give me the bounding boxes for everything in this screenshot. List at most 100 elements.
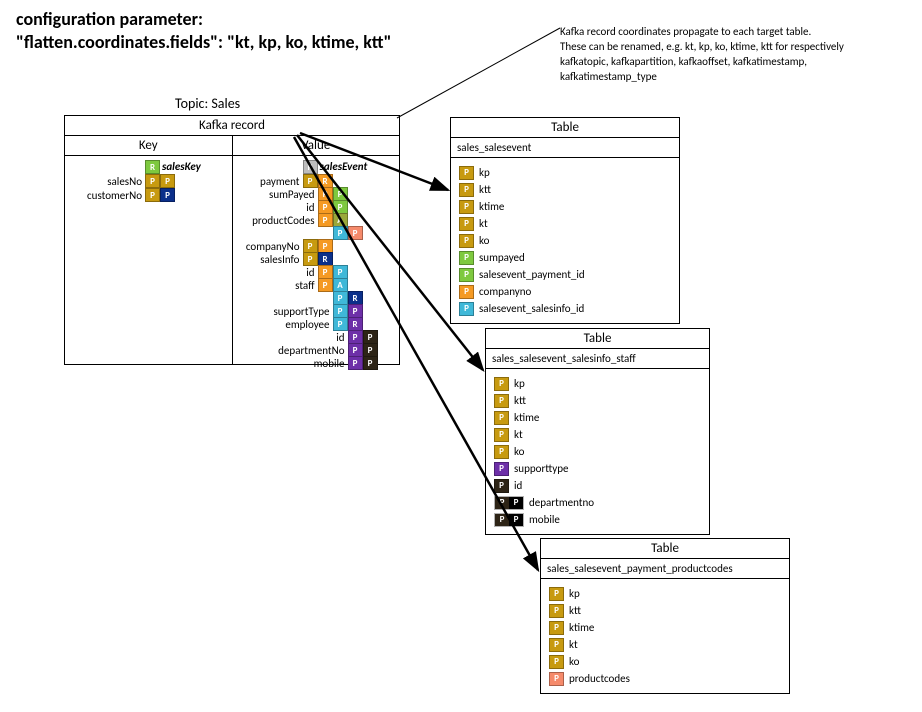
- type-cell: P: [333, 317, 348, 331]
- annotation-line: Kafka record coordinates propagate to ea…: [560, 25, 811, 38]
- type-cell: R: [348, 291, 363, 305]
- table-name: sales_salesevent: [451, 138, 679, 158]
- type-cell: P: [303, 252, 318, 266]
- table-box: Tablesales_salesevent_salesinfo_staffPkp…: [485, 328, 710, 535]
- table-field-row: Pcompanyno: [459, 283, 671, 300]
- field-label: staff: [233, 279, 318, 292]
- table-title: Table: [451, 118, 679, 138]
- field-label: id: [233, 266, 318, 279]
- table-field-label: ktime: [479, 200, 504, 213]
- table-field-label: kp: [514, 377, 525, 390]
- type-cell: P: [160, 174, 175, 188]
- value-root-label: salesEvent: [320, 160, 368, 173]
- type-cell: P: [303, 239, 318, 253]
- field-label: salesInfo: [233, 253, 303, 266]
- type-cell: P: [494, 394, 509, 408]
- type-cell: P: [303, 174, 318, 188]
- type-cell: P: [459, 200, 474, 214]
- table-field-row: Psalesevent_payment_id: [459, 266, 671, 283]
- table-field-label: salesevent_salesinfo_id: [479, 302, 584, 315]
- field-label: sumPayed: [233, 188, 318, 201]
- type-cell: P: [363, 343, 378, 357]
- annotation-line: These can be renamed, e.g. kt, kp, ko, k…: [560, 40, 844, 53]
- type-cell: P: [459, 302, 474, 316]
- table-field-label: companyno: [479, 285, 531, 298]
- table-field-label: id: [514, 479, 522, 492]
- type-cell: P: [318, 265, 333, 279]
- type-cell: P: [348, 343, 363, 357]
- type-cell: P: [494, 428, 509, 442]
- kafka-value-header: Value: [233, 136, 400, 156]
- table-box: Tablesales_salesevent_payment_productcod…: [540, 538, 790, 694]
- topic-label: Topic: Sales: [175, 95, 240, 112]
- table-field-row: Pid: [494, 477, 701, 494]
- field-label: id: [233, 331, 348, 344]
- table-field-row: PP departmentno: [494, 494, 701, 511]
- type-cell: R: [145, 160, 160, 174]
- table-fields: PkpPkttPktimePktPkoPproductcodes: [541, 579, 789, 693]
- table-box: Tablesales_saleseventPkpPkttPktimePktPko…: [450, 117, 680, 324]
- type-cell: P: [459, 285, 474, 299]
- table-field-label: sumpayed: [479, 251, 525, 264]
- table-field-label: ktt: [569, 604, 581, 617]
- field-label: mobile: [233, 357, 348, 370]
- field-label: companyNo: [233, 240, 303, 253]
- field-label: payment: [233, 175, 303, 188]
- type-cell: P: [318, 187, 333, 201]
- type-cell: P: [318, 213, 333, 227]
- type-cell: PP: [494, 496, 524, 510]
- table-name: sales_salesevent_salesinfo_staff: [486, 349, 709, 369]
- title-line1: configuration parameter:: [16, 8, 203, 30]
- type-cell: P: [333, 200, 348, 214]
- field-label: departmentNo: [233, 344, 348, 357]
- type-cell: P: [348, 226, 363, 240]
- field-label: salesNo: [65, 175, 145, 188]
- table-field-label: salesevent_payment_id: [479, 268, 585, 281]
- type-cell: P: [494, 462, 509, 476]
- table-field-row: Pktt: [494, 392, 701, 409]
- title-line2: "flatten.coordinates.fields": "kt, kp, k…: [16, 31, 392, 53]
- table-field-label: kp: [479, 166, 490, 179]
- table-field-label: kt: [479, 217, 488, 230]
- type-cell: P: [549, 655, 564, 669]
- table-field-row: Psupporttype: [494, 460, 701, 477]
- table-field-label: ko: [514, 445, 524, 458]
- config-title: configuration parameter: "flatten.coordi…: [16, 8, 392, 55]
- table-field-label: ktt: [479, 183, 491, 196]
- table-field-row: Pkt: [459, 215, 671, 232]
- type-cell: R: [318, 252, 333, 266]
- table-field-row: Pkp: [459, 164, 671, 181]
- table-field-label: kt: [514, 428, 523, 441]
- type-cell: P: [459, 268, 474, 282]
- annotation-line: kafkatopic, kafkapartition, kafkaoffset,…: [560, 55, 807, 68]
- field-label: id: [233, 201, 318, 214]
- type-cell: P: [494, 445, 509, 459]
- type-cell: P: [348, 304, 363, 318]
- table-field-label: mobile: [529, 513, 560, 526]
- type-cell: P: [333, 187, 348, 201]
- type-cell: P: [333, 265, 348, 279]
- table-fields: PkpPkttPktimePktPkoPsumpayedPsalesevent_…: [451, 158, 679, 323]
- type-cell: P: [348, 356, 363, 370]
- kafka-header: Kafka record: [65, 116, 399, 136]
- type-cell: P: [333, 226, 348, 240]
- type-cell: P: [333, 291, 348, 305]
- type-cell: P: [318, 239, 333, 253]
- table-field-label: departmentno: [529, 496, 594, 509]
- kafka-key-col: Key RsalesKeysalesNoPPcustomerNoPP: [65, 136, 233, 364]
- table-field-row: Pktt: [549, 602, 781, 619]
- type-cell: A: [333, 278, 348, 292]
- type-cell: P: [333, 304, 348, 318]
- kafka-record-box: Kafka record Key RsalesKeysalesNoPPcusto…: [64, 115, 400, 365]
- kafka-key-header: Key: [65, 136, 232, 156]
- kafka-value-col: Value RsalesEventpaymentPRsumPayedPPidPP…: [233, 136, 400, 364]
- table-field-row: PPmobile: [494, 511, 701, 528]
- table-field-row: Pktt: [459, 181, 671, 198]
- table-field-label: kt: [569, 638, 578, 651]
- type-cell: P: [459, 234, 474, 248]
- type-cell: P: [549, 638, 564, 652]
- table-field-row: Pkp: [494, 375, 701, 392]
- table-field-row: Pkt: [549, 636, 781, 653]
- table-field-row: Pko: [459, 232, 671, 249]
- table-field-row: Pproductcodes: [549, 670, 781, 687]
